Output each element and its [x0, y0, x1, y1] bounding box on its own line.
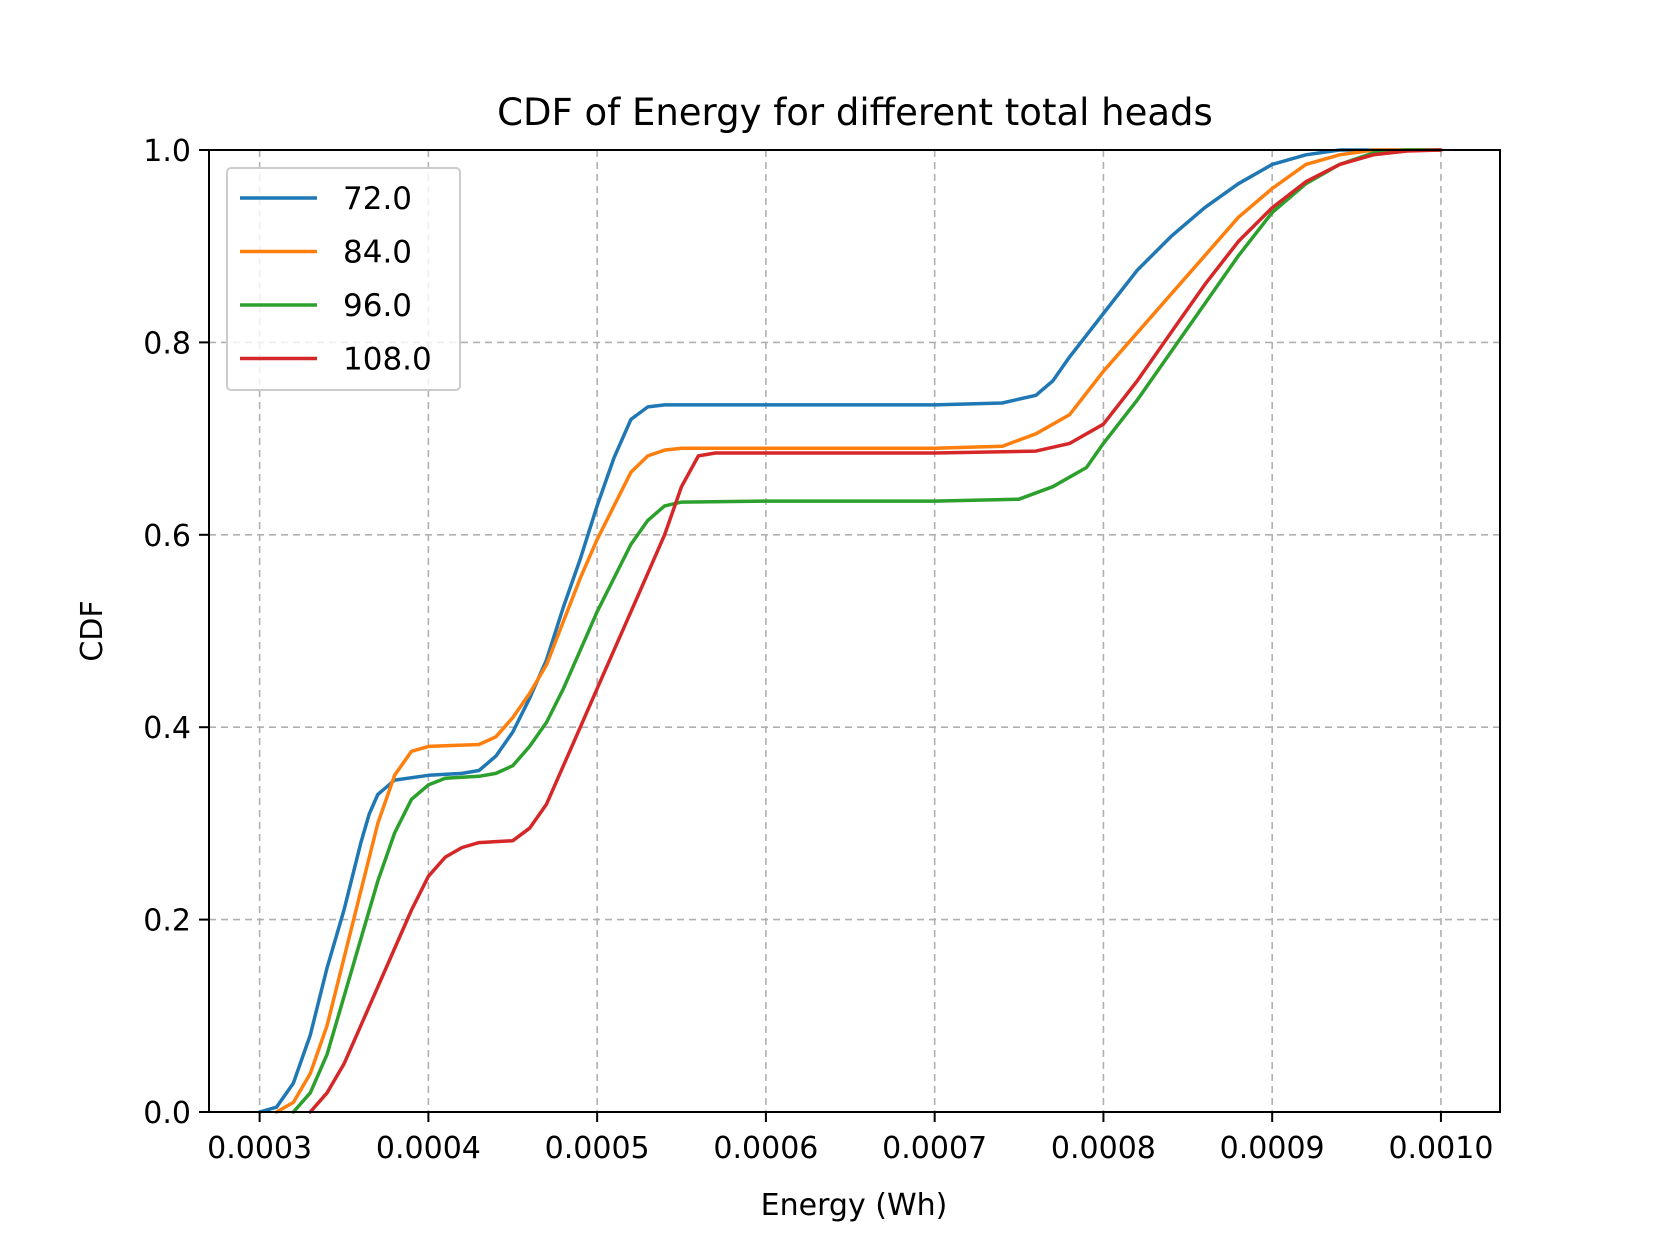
x-axis-label: Energy (Wh) [761, 1188, 948, 1223]
legend-entry: 96.0 [343, 288, 412, 324]
y-tick-label: 1.0 [143, 134, 191, 169]
legend: 72.0 84.0 96.0 108.0 [226, 167, 461, 391]
x-tick-label: 0.0003 [207, 1131, 312, 1166]
series-line-72.0 [257, 148, 1443, 1114]
legend-entry: 108.0 [343, 342, 432, 378]
x-tick-label: 0.0008 [1051, 1131, 1156, 1166]
y-tick-label: 0.2 [143, 904, 191, 939]
legend-entry: 72.0 [343, 181, 412, 217]
x-axis-ticks: 0.0003 0.0004 0.0005 0.0006 0.0007 0.0008 0.00… [207, 1112, 1493, 1166]
x-tick-label: 0.0007 [882, 1131, 987, 1166]
series-lines [257, 148, 1443, 1114]
y-tick-label: 0.6 [143, 519, 191, 554]
y-tick-label: 0.8 [143, 326, 191, 361]
y-axis-ticks: 0.0 0.2 0.4 0.6 0.8 1.0 [143, 134, 209, 1131]
x-tick-label: 0.0004 [376, 1131, 481, 1166]
x-tick-label: 0.0010 [1388, 1131, 1493, 1166]
x-tick-label: 0.0009 [1220, 1131, 1325, 1166]
y-tick-label: 0.0 [143, 1096, 191, 1131]
plot-frame [208, 149, 1501, 1113]
x-tick-label: 0.0005 [545, 1131, 650, 1166]
chart-title: CDF of Energy for different total heads [497, 91, 1213, 134]
y-axis-label: CDF [75, 600, 110, 661]
legend-box [226, 167, 461, 391]
y-tick-label: 0.4 [143, 711, 191, 746]
series-line-96.0 [291, 148, 1443, 1114]
series-line-84.0 [274, 148, 1443, 1114]
series-line-108.0 [308, 148, 1443, 1114]
legend-entry: 84.0 [343, 235, 412, 271]
x-tick-label: 0.0006 [713, 1131, 818, 1166]
